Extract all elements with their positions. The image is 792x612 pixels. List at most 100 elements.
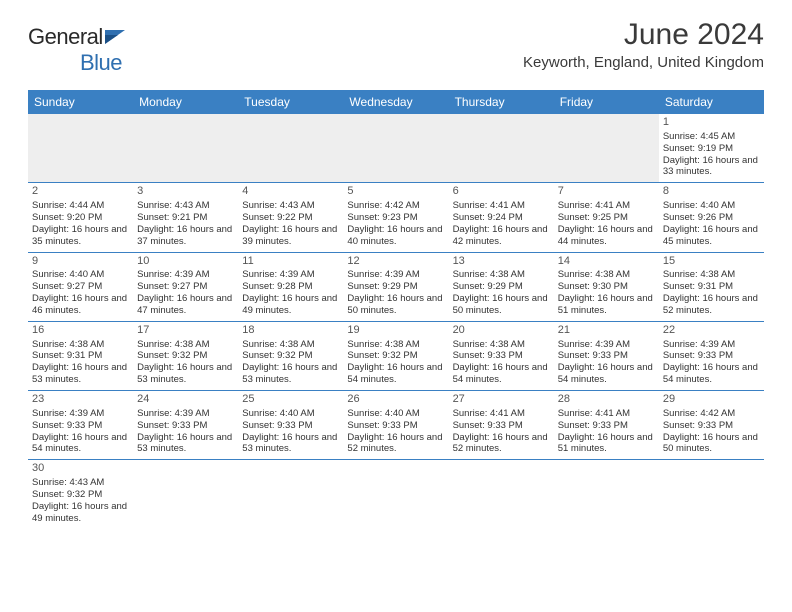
- calendar-cell: 10Sunrise: 4:39 AMSunset: 9:27 PMDayligh…: [133, 252, 238, 321]
- sunrise-line: Sunrise: 4:43 AM: [242, 200, 339, 212]
- calendar-cell: [133, 114, 238, 183]
- day-number: 13: [453, 255, 550, 269]
- daylight-line: Daylight: 16 hours and 33 minutes.: [663, 155, 760, 179]
- calendar-cell: [343, 114, 448, 183]
- daylight-line: Daylight: 16 hours and 44 minutes.: [558, 224, 655, 248]
- sunrise-line: Sunrise: 4:38 AM: [137, 339, 234, 351]
- sunrise-line: Sunrise: 4:41 AM: [558, 408, 655, 420]
- calendar-cell: 1Sunrise: 4:45 AMSunset: 9:19 PMDaylight…: [659, 114, 764, 183]
- calendar-cell: 5Sunrise: 4:42 AMSunset: 9:23 PMDaylight…: [343, 183, 448, 252]
- calendar-cell: 27Sunrise: 4:41 AMSunset: 9:33 PMDayligh…: [449, 391, 554, 460]
- daylight-line: Daylight: 16 hours and 37 minutes.: [137, 224, 234, 248]
- sunset-line: Sunset: 9:27 PM: [32, 281, 129, 293]
- sunset-line: Sunset: 9:33 PM: [558, 350, 655, 362]
- daylight-line: Daylight: 16 hours and 50 minutes.: [347, 293, 444, 317]
- sunset-line: Sunset: 9:32 PM: [137, 350, 234, 362]
- day-number: 27: [453, 393, 550, 407]
- sunset-line: Sunset: 9:33 PM: [137, 420, 234, 432]
- sunrise-line: Sunrise: 4:38 AM: [558, 269, 655, 281]
- day-header: Saturday: [659, 90, 764, 114]
- calendar-cell: 29Sunrise: 4:42 AMSunset: 9:33 PMDayligh…: [659, 391, 764, 460]
- daylight-line: Daylight: 16 hours and 50 minutes.: [453, 293, 550, 317]
- day-header: Friday: [554, 90, 659, 114]
- sunrise-line: Sunrise: 4:39 AM: [347, 269, 444, 281]
- day-number: 18: [242, 324, 339, 338]
- sunset-line: Sunset: 9:24 PM: [453, 212, 550, 224]
- calendar-cell: 13Sunrise: 4:38 AMSunset: 9:29 PMDayligh…: [449, 252, 554, 321]
- day-header: Tuesday: [238, 90, 343, 114]
- calendar-cell: 8Sunrise: 4:40 AMSunset: 9:26 PMDaylight…: [659, 183, 764, 252]
- sunset-line: Sunset: 9:32 PM: [32, 489, 129, 501]
- sunset-line: Sunset: 9:33 PM: [32, 420, 129, 432]
- sunset-line: Sunset: 9:32 PM: [242, 350, 339, 362]
- sunrise-line: Sunrise: 4:45 AM: [663, 131, 760, 143]
- calendar-cell: [238, 114, 343, 183]
- title-block: June 2024 Keyworth, England, United King…: [523, 18, 764, 71]
- daylight-line: Daylight: 16 hours and 35 minutes.: [32, 224, 129, 248]
- calendar-cell: 15Sunrise: 4:38 AMSunset: 9:31 PMDayligh…: [659, 252, 764, 321]
- sunrise-line: Sunrise: 4:43 AM: [137, 200, 234, 212]
- day-number: 5: [347, 185, 444, 199]
- flag-icon: [105, 24, 127, 50]
- daylight-line: Daylight: 16 hours and 49 minutes.: [32, 501, 129, 525]
- daylight-line: Daylight: 16 hours and 51 minutes.: [558, 293, 655, 317]
- sunrise-line: Sunrise: 4:42 AM: [663, 408, 760, 420]
- day-number: 1: [663, 116, 760, 130]
- day-number: 6: [453, 185, 550, 199]
- sunrise-line: Sunrise: 4:39 AM: [558, 339, 655, 351]
- daylight-line: Daylight: 16 hours and 40 minutes.: [347, 224, 444, 248]
- day-number: 3: [137, 185, 234, 199]
- calendar-cell: 25Sunrise: 4:40 AMSunset: 9:33 PMDayligh…: [238, 391, 343, 460]
- calendar-cell: 4Sunrise: 4:43 AMSunset: 9:22 PMDaylight…: [238, 183, 343, 252]
- header: GeneralBlue June 2024 Keyworth, England,…: [28, 18, 764, 84]
- calendar-cell: 3Sunrise: 4:43 AMSunset: 9:21 PMDaylight…: [133, 183, 238, 252]
- calendar-cell: 17Sunrise: 4:38 AMSunset: 9:32 PMDayligh…: [133, 321, 238, 390]
- brand-name: GeneralBlue: [28, 24, 127, 84]
- day-number: 17: [137, 324, 234, 338]
- calendar-table: SundayMondayTuesdayWednesdayThursdayFrid…: [28, 90, 764, 529]
- sunset-line: Sunset: 9:26 PM: [663, 212, 760, 224]
- sunset-line: Sunset: 9:31 PM: [32, 350, 129, 362]
- day-number: 30: [32, 462, 129, 476]
- sunrise-line: Sunrise: 4:38 AM: [453, 339, 550, 351]
- daylight-line: Daylight: 16 hours and 47 minutes.: [137, 293, 234, 317]
- calendar-cell: [449, 460, 554, 529]
- sunset-line: Sunset: 9:33 PM: [453, 420, 550, 432]
- daylight-line: Daylight: 16 hours and 52 minutes.: [347, 432, 444, 456]
- day-number: 14: [558, 255, 655, 269]
- sunrise-line: Sunrise: 4:39 AM: [32, 408, 129, 420]
- day-number: 29: [663, 393, 760, 407]
- month-title: June 2024: [523, 18, 764, 52]
- day-number: 25: [242, 393, 339, 407]
- daylight-line: Daylight: 16 hours and 54 minutes.: [453, 362, 550, 386]
- day-number: 16: [32, 324, 129, 338]
- sunset-line: Sunset: 9:33 PM: [663, 420, 760, 432]
- calendar-cell: 21Sunrise: 4:39 AMSunset: 9:33 PMDayligh…: [554, 321, 659, 390]
- calendar-week: 1Sunrise: 4:45 AMSunset: 9:19 PMDaylight…: [28, 114, 764, 183]
- brand-part1: General: [28, 24, 103, 49]
- day-number: 8: [663, 185, 760, 199]
- calendar-week: 23Sunrise: 4:39 AMSunset: 9:33 PMDayligh…: [28, 391, 764, 460]
- calendar-week: 2Sunrise: 4:44 AMSunset: 9:20 PMDaylight…: [28, 183, 764, 252]
- day-number: 9: [32, 255, 129, 269]
- calendar-cell: [238, 460, 343, 529]
- daylight-line: Daylight: 16 hours and 50 minutes.: [663, 432, 760, 456]
- sunrise-line: Sunrise: 4:38 AM: [453, 269, 550, 281]
- calendar-header-row: SundayMondayTuesdayWednesdayThursdayFrid…: [28, 90, 764, 114]
- sunset-line: Sunset: 9:33 PM: [663, 350, 760, 362]
- daylight-line: Daylight: 16 hours and 39 minutes.: [242, 224, 339, 248]
- calendar-cell: 18Sunrise: 4:38 AMSunset: 9:32 PMDayligh…: [238, 321, 343, 390]
- calendar-page: GeneralBlue June 2024 Keyworth, England,…: [0, 0, 792, 547]
- daylight-line: Daylight: 16 hours and 54 minutes.: [32, 432, 129, 456]
- sunrise-line: Sunrise: 4:40 AM: [32, 269, 129, 281]
- day-number: 23: [32, 393, 129, 407]
- daylight-line: Daylight: 16 hours and 53 minutes.: [242, 432, 339, 456]
- day-header: Wednesday: [343, 90, 448, 114]
- daylight-line: Daylight: 16 hours and 53 minutes.: [137, 432, 234, 456]
- daylight-line: Daylight: 16 hours and 53 minutes.: [137, 362, 234, 386]
- day-number: 10: [137, 255, 234, 269]
- daylight-line: Daylight: 16 hours and 53 minutes.: [32, 362, 129, 386]
- calendar-cell: 20Sunrise: 4:38 AMSunset: 9:33 PMDayligh…: [449, 321, 554, 390]
- sunset-line: Sunset: 9:29 PM: [347, 281, 444, 293]
- sunset-line: Sunset: 9:20 PM: [32, 212, 129, 224]
